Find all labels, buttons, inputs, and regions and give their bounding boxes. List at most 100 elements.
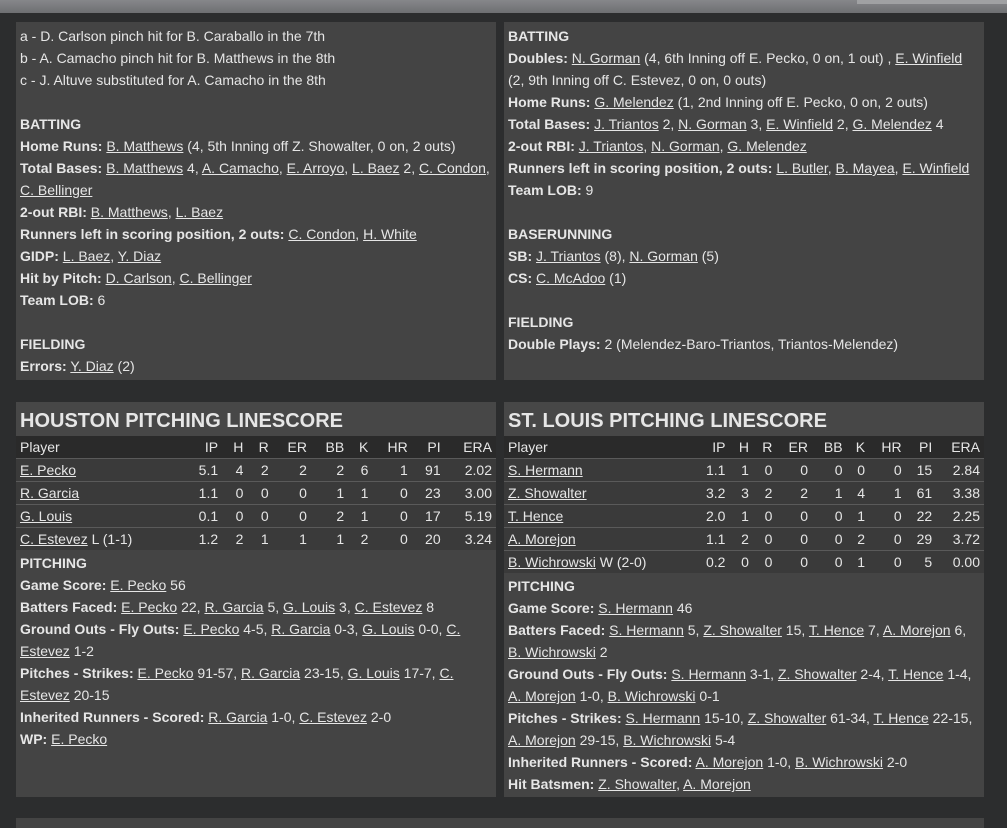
player-link[interactable]: D. Carlson — [105, 270, 172, 286]
stat-text: 1-0, — [763, 754, 796, 770]
player-link[interactable]: S. Hermann — [598, 600, 673, 616]
player-link[interactable]: G. Louis — [347, 665, 400, 681]
pitcher-row: R. Garcia 1.1 0 0 0 1 1 0 23 3.00 — [16, 481, 496, 505]
stat-line: WP: E. Pecko — [20, 728, 492, 750]
player-link[interactable]: C. Bellinger — [179, 270, 252, 286]
player-link[interactable]: C. Estevez — [299, 709, 367, 725]
player-link[interactable]: G. Melendez — [594, 94, 674, 110]
player-link[interactable]: A. Camacho — [201, 160, 279, 176]
player-link[interactable]: A. Morejon — [683, 776, 751, 792]
player-link[interactable]: R. Garcia — [241, 665, 301, 681]
player-link[interactable]: E. Pecko — [20, 462, 77, 478]
column-header: PI — [411, 436, 445, 459]
stat-cell: 0 — [812, 550, 847, 573]
player-link[interactable]: C. Estevez — [354, 599, 423, 615]
player-link[interactable]: N. Gorman — [678, 116, 747, 132]
player-link[interactable]: J. Triantos — [578, 138, 644, 154]
player-link[interactable]: Y. Diaz — [70, 358, 114, 374]
stat-label: Doubles: — [508, 50, 568, 66]
player-cell: E. Pecko — [16, 458, 184, 482]
player-link[interactable]: E. Winfield — [902, 160, 970, 176]
stat-cell: 2.25 — [936, 504, 984, 528]
player-link[interactable]: B. Matthews — [106, 160, 184, 176]
stat-cell: 2 — [222, 527, 248, 550]
player-link[interactable]: C. Estevez — [20, 531, 88, 547]
player-link[interactable]: N. Gorman — [571, 50, 641, 66]
player-link[interactable]: Z. Showalter — [703, 622, 782, 638]
player-link[interactable]: C. Condon — [418, 160, 486, 176]
player-link[interactable]: E. Winfield — [766, 116, 834, 132]
player-link[interactable]: Z. Showalter — [508, 485, 587, 501]
player-link[interactable]: E. Pecko — [183, 621, 240, 637]
player-link[interactable]: A. Morejon — [508, 531, 576, 547]
player-link[interactable]: E. Winfield — [895, 50, 963, 66]
player-link[interactable]: B. Matthews — [90, 204, 168, 220]
stat-cell: 0 — [869, 504, 906, 528]
player-link[interactable]: C. Estevez — [20, 621, 461, 659]
player-link[interactable]: B. Wichrowski — [795, 754, 883, 770]
player-link[interactable]: J. Triantos — [536, 248, 601, 264]
section-heading: BASERUNNING — [508, 226, 613, 242]
player-link[interactable]: B. Wichrowski — [508, 644, 596, 660]
player-link[interactable]: R. Garcia — [20, 485, 80, 501]
player-link[interactable]: E. Pecko — [110, 577, 167, 593]
player-link[interactable]: B. Wichrowski — [508, 554, 596, 570]
player-link[interactable]: A. Morejon — [508, 688, 576, 704]
player-link[interactable]: T. Hence — [888, 666, 944, 682]
player-link[interactable]: G. Louis — [283, 599, 336, 615]
player-link[interactable]: C. Condon — [288, 226, 356, 242]
player-link[interactable]: B. Mayea — [835, 160, 895, 176]
player-link[interactable]: G. Louis — [20, 508, 73, 524]
player-link[interactable]: G. Louis — [362, 621, 415, 637]
stat-cell: 1 — [310, 527, 349, 550]
stat-cell: 3 — [729, 481, 753, 505]
stat-text: (5) — [697, 248, 719, 264]
player-link[interactable]: J. Triantos — [594, 116, 659, 132]
player-link[interactable]: C. McAdoo — [536, 270, 606, 286]
stat-cell: 17 — [411, 504, 445, 528]
player-link[interactable]: Z. Showalter — [777, 666, 857, 682]
player-link[interactable]: B. Matthews — [106, 138, 184, 154]
player-link[interactable]: L. Baez — [62, 248, 111, 264]
player-link[interactable]: N. Gorman — [629, 248, 698, 264]
player-link[interactable]: L. Butler — [776, 160, 828, 176]
player-link[interactable]: S. Hermann — [671, 666, 747, 682]
player-cell: Z. Showalter — [504, 481, 694, 505]
stat-line: Doubles: N. Gorman (4, 6th Inning off E.… — [508, 47, 980, 91]
player-link[interactable]: B. Wichrowski — [607, 688, 696, 704]
top-tab[interactable] — [857, 0, 1007, 4]
stat-cell: 1.1 — [693, 458, 730, 482]
player-link[interactable]: E. Pecko — [137, 665, 194, 681]
player-link[interactable]: L. Baez — [352, 160, 400, 176]
stat-cell: 61 — [905, 481, 937, 505]
player-link[interactable]: E. Arroyo — [286, 160, 345, 176]
player-link[interactable]: N. Gorman — [651, 138, 720, 154]
player-link[interactable]: R. Garcia — [271, 621, 331, 637]
player-link[interactable]: B. Wichrowski — [623, 732, 712, 748]
player-link[interactable]: C. Bellinger — [20, 182, 93, 198]
player-link[interactable]: G. Melendez — [727, 138, 807, 154]
player-link[interactable]: T. Hence — [508, 508, 564, 524]
player-link[interactable]: A. Morejon — [695, 754, 764, 770]
player-link[interactable]: H. White — [363, 226, 417, 242]
player-link[interactable]: T. Hence — [808, 622, 865, 638]
stat-line: Ground Outs - Fly Outs: E. Pecko 4-5, R.… — [20, 618, 492, 662]
player-link[interactable]: A. Morejon — [508, 732, 576, 748]
player-link[interactable]: E. Pecko — [51, 731, 108, 747]
player-link[interactable]: A. Morejon — [882, 622, 951, 638]
player-link[interactable]: R. Garcia — [204, 599, 264, 615]
player-link[interactable]: G. Melendez — [852, 116, 932, 132]
player-link[interactable]: S. Hermann — [609, 622, 684, 638]
player-link[interactable]: Z. Showalter — [747, 710, 827, 726]
section-heading: FIELDING — [20, 336, 86, 352]
player-link[interactable]: S. Hermann — [625, 710, 701, 726]
player-link[interactable]: E. Pecko — [121, 599, 178, 615]
player-link[interactable]: Z. Showalter — [598, 776, 677, 792]
stat-text: 17-7, — [399, 665, 440, 681]
player-link[interactable]: Y. Diaz — [117, 248, 162, 264]
player-link[interactable]: R. Garcia — [208, 709, 268, 725]
player-link[interactable]: C. Estevez — [20, 665, 454, 703]
player-link[interactable]: L. Baez — [175, 204, 224, 220]
player-link[interactable]: S. Hermann — [508, 462, 583, 478]
player-link[interactable]: T. Hence — [873, 710, 929, 726]
